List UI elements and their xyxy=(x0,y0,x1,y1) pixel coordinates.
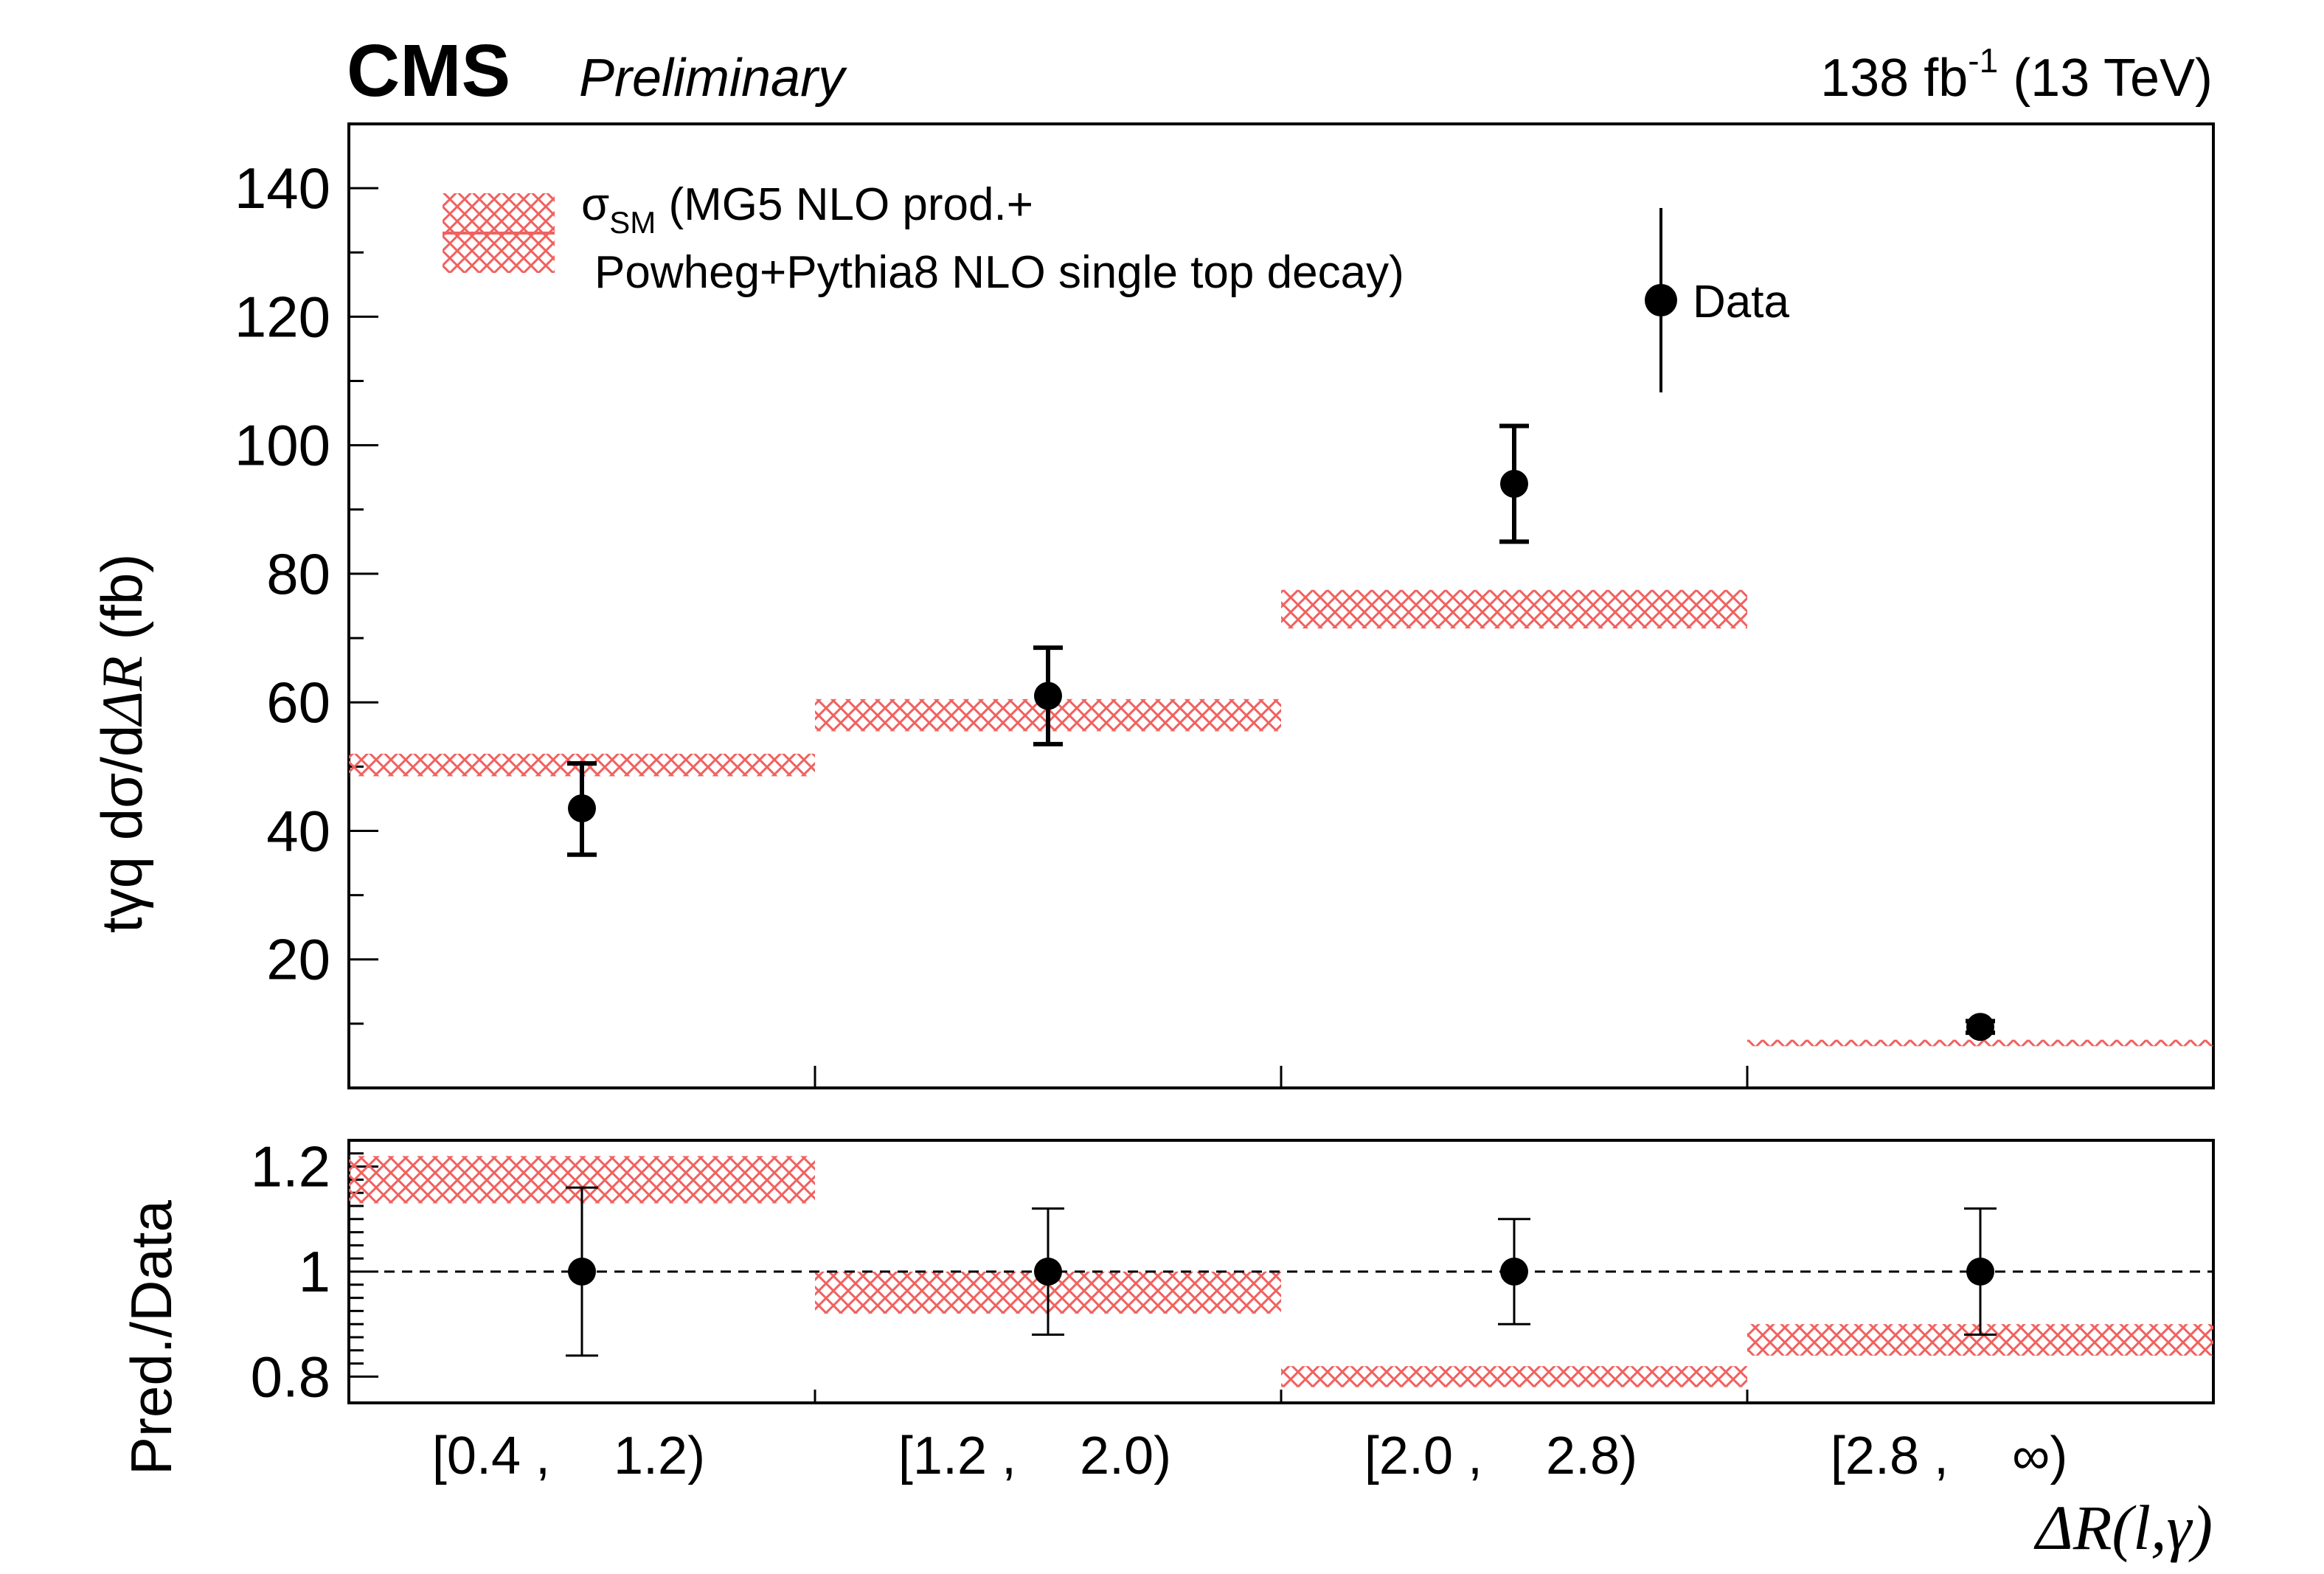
prediction-bands xyxy=(349,589,2213,1047)
status-label: Preliminary xyxy=(579,49,847,108)
main-y-tick-label: 40 xyxy=(266,798,330,863)
prediction-band xyxy=(1281,589,1747,628)
legend: σSM (MG5 NLO prod.+ Powheg+Pythia8 NLO s… xyxy=(443,179,1789,392)
x-axis-title: ΔR(l,γ) xyxy=(2033,1492,2213,1563)
x-category-label-lower: [1.2 , xyxy=(898,1426,1016,1485)
main-y-axis: 20 40 60 80 100 120 140 xyxy=(235,156,378,1025)
main-y-axis-title: tγq dσ/dΔR (fb) xyxy=(89,554,154,933)
ratio-data-point xyxy=(1500,1258,1528,1286)
data-points xyxy=(567,423,1995,1041)
ratio-y-tick-label: 1.2 xyxy=(251,1134,330,1199)
main-y-tick-label: 80 xyxy=(266,541,330,606)
ratio-data-point xyxy=(1966,1258,1994,1286)
ratio-y-tick-label: 1 xyxy=(299,1239,330,1304)
ratio-data-point xyxy=(1034,1258,1062,1286)
x-category-labels: [0.4 , 1.2) [1.2 , 2.0) [2.0 , 2.8) [2.8 , ∞) xyxy=(432,1426,2067,1485)
ratio-prediction-band xyxy=(1281,1366,1747,1387)
data-point xyxy=(1500,469,1528,498)
ratio-y-tick-label: 0.8 xyxy=(251,1344,330,1409)
data-point xyxy=(568,794,596,822)
ratio-y-axis: 0.8 1 1.2 xyxy=(251,1134,378,1409)
experiment-label: CMS xyxy=(347,30,510,112)
main-y-tick-label: 140 xyxy=(235,156,330,221)
x-category-label-upper: 1.2) xyxy=(614,1426,705,1485)
x-category-label-upper: ∞) xyxy=(2012,1426,2067,1485)
main-y-tick-label: 100 xyxy=(235,413,330,478)
x-category-label-upper: 2.8) xyxy=(1546,1426,1637,1485)
data-point xyxy=(1966,1013,1994,1041)
legend-prediction-line2: Powheg+Pythia8 NLO single top decay) xyxy=(594,247,1404,298)
prediction-band xyxy=(1747,1039,2213,1047)
ratio-x-ticks xyxy=(814,1390,1749,1403)
x-category-label-lower: [2.0 , xyxy=(1364,1426,1482,1485)
ratio-y-axis-title: Pred./Data xyxy=(119,1200,184,1475)
x-category-label-upper: 2.0) xyxy=(1080,1426,1171,1485)
main-y-tick-label: 120 xyxy=(235,284,330,349)
x-category-label-lower: [0.4 , xyxy=(432,1426,550,1485)
main-y-tick-label: 20 xyxy=(266,927,330,992)
main-y-tick-label: 60 xyxy=(266,670,330,735)
legend-data-label: Data xyxy=(1693,277,1789,327)
lumi-label: 138 fb-1 (13 TeV) xyxy=(1820,41,2213,108)
legend-prediction-line1: σSM (MG5 NLO prod.+ xyxy=(581,179,1033,240)
data-point xyxy=(1034,682,1062,710)
legend-data-marker xyxy=(1645,284,1677,316)
x-category-label-lower: [2.8 , xyxy=(1831,1426,1949,1485)
main-x-ticks xyxy=(814,1066,1749,1088)
ratio-data-point xyxy=(568,1258,596,1286)
ratio-data-points xyxy=(566,1186,1997,1357)
